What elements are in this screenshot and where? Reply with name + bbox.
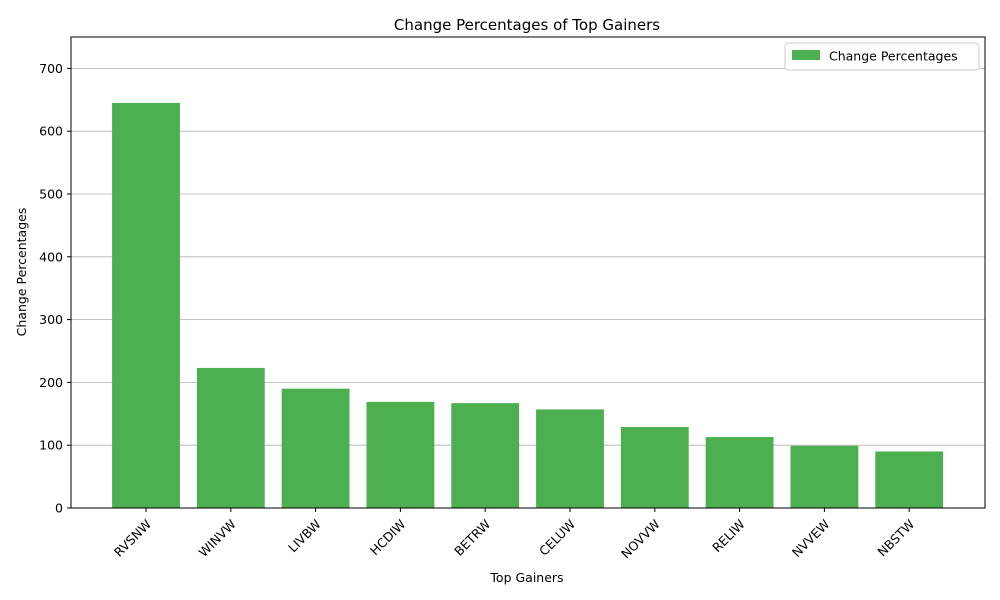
x-axis-title: Top Gainers — [489, 570, 563, 585]
x-axis-ticks: RVSNW WINVW LIVBW HCDIW BETRW CELUW NOVVW RELIW… — [111, 508, 917, 561]
legend: Change Percentages — [784, 42, 980, 71]
x-tick-label: WINVW — [196, 517, 239, 560]
bar — [875, 451, 944, 508]
bar — [281, 388, 350, 508]
x-tick-label: LIVBW — [285, 517, 324, 556]
bar — [536, 409, 604, 508]
plot-frame — [70, 36, 986, 509]
bar — [705, 437, 774, 508]
x-tick-label: HCDIW — [367, 517, 409, 559]
x-tick-label: NOVVW — [618, 517, 663, 562]
x-tick-label: BETRW — [451, 517, 493, 559]
x-tick-label: CELUW — [536, 517, 578, 559]
x-tick-label: RVSNW — [111, 517, 154, 560]
y-tick-label: 500 — [39, 187, 63, 202]
legend-swatch — [792, 50, 820, 60]
y-tick-label: 400 — [39, 249, 63, 264]
y-tick-label: 700 — [39, 61, 63, 76]
y-tick-label: 200 — [39, 375, 63, 390]
y-axis-ticks: 0 100 200 300 400 500 600 700 — [39, 61, 71, 516]
y-tick-label: 100 — [39, 438, 63, 453]
legend-box — [784, 42, 980, 71]
y-tick-label: 0 — [55, 501, 63, 516]
x-tick-label: RELIW — [709, 517, 748, 556]
bar — [366, 401, 435, 508]
x-tick-label: NVVEW — [789, 517, 833, 561]
bar — [790, 445, 859, 508]
bar — [196, 367, 265, 508]
x-tick-label: NBSTW — [874, 517, 917, 560]
bar — [112, 102, 180, 508]
y-tick-label: 300 — [39, 312, 63, 327]
y-tick-label: 600 — [39, 124, 63, 139]
bars — [112, 102, 944, 508]
chart-title: Change Percentages of Top Gainers — [394, 16, 660, 34]
legend-label: Change Percentages — [829, 49, 958, 64]
y-axis-title: Change Percentages — [14, 208, 29, 337]
bar — [451, 403, 520, 508]
bar — [620, 426, 689, 508]
